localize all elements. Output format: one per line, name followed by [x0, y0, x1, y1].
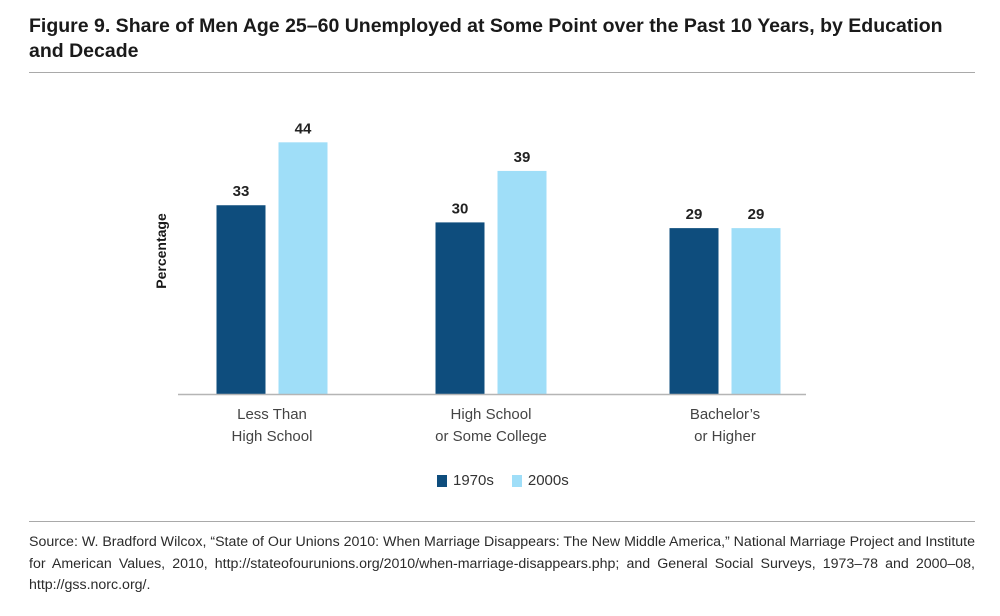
data-label-2000s-0: 44 [295, 120, 312, 137]
bar-chart: Percentage 33 44 Less Than High School 30 39 Hi… [153, 120, 806, 445]
category-label-0-line-1: High School [232, 428, 313, 445]
data-label-1970s-1: 30 [452, 200, 469, 217]
category-label-1-line-0: High School [451, 406, 532, 423]
data-label-1970s-0: 33 [233, 183, 250, 200]
legend-swatch-1970s [437, 474, 447, 487]
title-divider [29, 72, 975, 73]
legend-item-1970s: 1970s [437, 472, 494, 489]
chart-title: Figure 9. Share of Men Age 25–60 Unemplo… [29, 15, 943, 62]
category-label-0-line-0: Less Than [237, 406, 307, 423]
legend-swatch-2000s [511, 474, 522, 487]
legend-label-2000s: 2000s [527, 472, 569, 489]
bar-1970s-1 [435, 222, 485, 394]
category-label-1-line-1: or Some College [435, 428, 547, 445]
legend-label-1970s: 1970s [453, 472, 494, 489]
bar-2000s-0 [278, 142, 328, 394]
bar-1970s-0 [216, 205, 266, 394]
bar-1970s-2 [669, 228, 719, 394]
category-label-2-line-0: Bachelor’s [690, 406, 760, 423]
bar-2000s-2 [731, 228, 781, 394]
source-divider [29, 521, 975, 522]
data-label-2000s-1: 39 [514, 149, 531, 166]
legend: 1970s 2000s [437, 472, 587, 489]
y-axis-label: Percentage [153, 213, 169, 289]
data-label-2000s-2: 29 [748, 206, 765, 223]
bar-2000s-1 [497, 170, 547, 394]
category-label-2-line-1: or Higher [694, 428, 756, 445]
legend-item-2000s: 2000s [511, 472, 569, 489]
plot-area: Percentage 33 44 Less Than High School 30 39 Hi… [153, 120, 806, 445]
source-note: Source: W. Bradford Wilcox, “State of Ou… [29, 534, 975, 593]
data-label-1970s-2: 29 [686, 206, 703, 223]
